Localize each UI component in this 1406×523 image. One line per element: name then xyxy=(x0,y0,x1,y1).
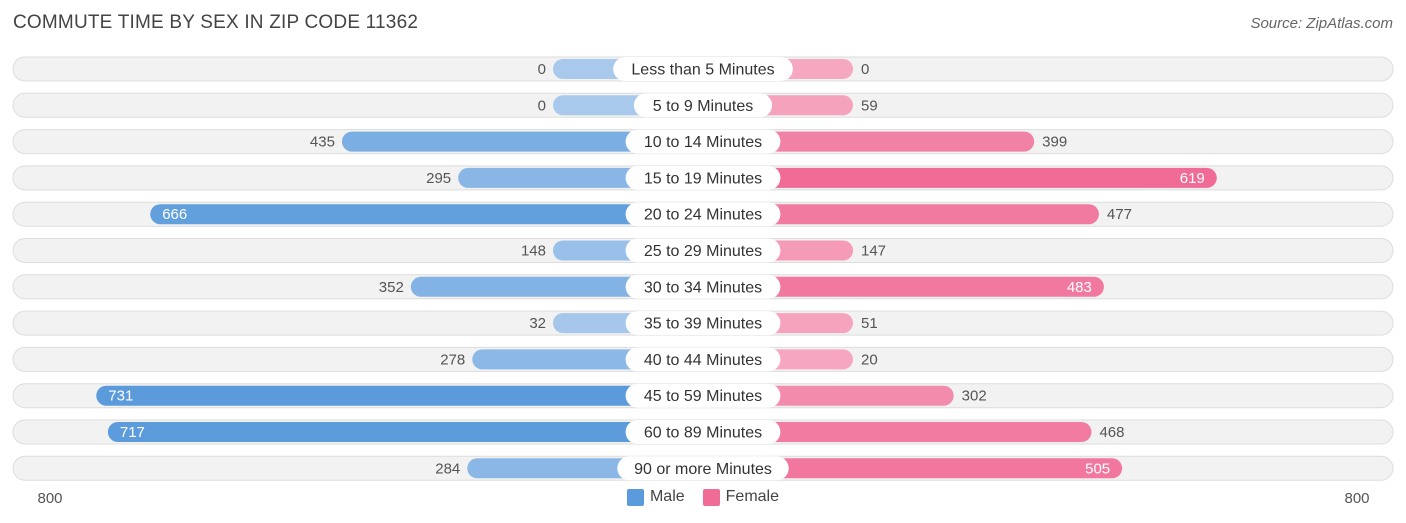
male-value-label: 148 xyxy=(521,243,546,260)
male-value-label: 352 xyxy=(379,279,404,296)
category-pill xyxy=(625,129,781,154)
category-pill xyxy=(617,456,789,481)
category-label: 5 to 9 Minutes xyxy=(653,98,754,115)
female-bar xyxy=(703,276,1104,297)
chart-row: 284 505 90 or more Minutes xyxy=(12,455,1394,481)
legend: Male Female xyxy=(0,488,1406,506)
category-label: 30 to 34 Minutes xyxy=(644,279,762,296)
category-label: 40 to 44 Minutes xyxy=(644,352,762,369)
chart-row: 352 483 30 to 34 Minutes xyxy=(12,274,1394,300)
male-value-label: 0 xyxy=(538,97,546,114)
male-bar xyxy=(150,204,704,225)
chart-row: 435 399 10 to 14 Minutes xyxy=(12,129,1394,155)
male-value-label: 435 xyxy=(310,134,335,151)
female-value-label: 483 xyxy=(1067,279,1092,296)
legend-swatch-female xyxy=(702,488,720,506)
female-value-label: 59 xyxy=(861,97,878,114)
male-value-label: 717 xyxy=(120,424,145,441)
axis-max-label: 800 xyxy=(1344,490,1369,507)
female-bar xyxy=(703,131,1035,152)
male-value-label: 666 xyxy=(162,206,187,223)
chart-row: 0 59 5 to 9 Minutes xyxy=(12,92,1394,118)
legend-item-female: Female xyxy=(702,488,780,506)
male-value-label: 32 xyxy=(529,315,546,332)
chart-row: 0 0 Less than 5 Minutes xyxy=(12,56,1394,82)
female-value-label: 302 xyxy=(962,388,987,405)
category-label: 45 to 59 Minutes xyxy=(644,388,762,405)
male-value-label: 0 xyxy=(538,61,546,78)
chart-row: 666 477 20 to 24 Minutes xyxy=(12,201,1394,227)
category-pill xyxy=(625,311,781,336)
female-value-label: 399 xyxy=(1042,134,1067,151)
category-pill xyxy=(625,165,781,190)
male-bar xyxy=(96,385,703,406)
female-value-label: 0 xyxy=(861,61,869,78)
male-value-label: 295 xyxy=(426,170,451,187)
category-label: 60 to 89 Minutes xyxy=(644,425,762,442)
category-pill xyxy=(625,238,781,263)
female-bar xyxy=(703,458,1123,479)
category-label: Less than 5 Minutes xyxy=(631,62,774,79)
female-value-label: 619 xyxy=(1180,170,1205,187)
male-value-label: 278 xyxy=(440,351,465,368)
male-bar xyxy=(341,131,703,152)
female-value-label: 477 xyxy=(1107,206,1132,223)
chart-row: 717 468 60 to 89 Minutes xyxy=(12,419,1394,445)
female-bar xyxy=(703,167,1217,188)
category-pill xyxy=(613,57,793,81)
chart-row: 32 51 35 to 39 Minutes xyxy=(12,310,1394,336)
female-value-label: 20 xyxy=(861,351,878,368)
category-pill xyxy=(625,347,781,372)
legend-label-male: Male xyxy=(649,488,685,505)
category-label: 15 to 19 Minutes xyxy=(644,170,762,187)
category-pill xyxy=(625,202,781,227)
category-pill xyxy=(625,383,781,408)
chart-title: COMMUTE TIME BY SEX IN ZIP CODE 11362 xyxy=(13,12,419,33)
legend-swatch-male xyxy=(626,488,644,506)
category-label: 10 to 14 Minutes xyxy=(644,134,762,151)
male-value-label: 284 xyxy=(435,460,460,477)
category-label: 90 or more Minutes xyxy=(634,461,772,478)
axis-min-label: 800 xyxy=(37,490,62,507)
chart-row: 148 147 25 to 29 Minutes xyxy=(12,238,1394,263)
category-pill xyxy=(633,93,773,118)
chart-row: 278 20 40 to 44 Minutes xyxy=(12,346,1394,372)
female-value-label: 51 xyxy=(861,315,878,332)
female-value-label: 505 xyxy=(1085,460,1110,477)
female-value-label: 468 xyxy=(1099,424,1124,441)
category-label: 35 to 39 Minutes xyxy=(644,316,762,333)
source-label: Source: ZipAtlas.com xyxy=(1250,15,1393,32)
legend-item-male: Male xyxy=(626,488,685,506)
female-bar xyxy=(703,422,1092,442)
category-pill xyxy=(625,420,781,444)
chart-row: 731 302 45 to 59 Minutes xyxy=(12,383,1394,409)
female-value-label: 147 xyxy=(861,243,886,260)
chart-row: 295 619 15 to 19 Minutes xyxy=(12,165,1394,191)
male-value-label: 731 xyxy=(108,388,133,405)
female-bar xyxy=(703,204,1099,225)
category-label: 20 to 24 Minutes xyxy=(644,207,762,224)
category-pill xyxy=(625,274,781,299)
male-bar xyxy=(107,422,703,442)
category-label: 25 to 29 Minutes xyxy=(644,243,762,260)
legend-label-female: Female xyxy=(725,488,780,505)
